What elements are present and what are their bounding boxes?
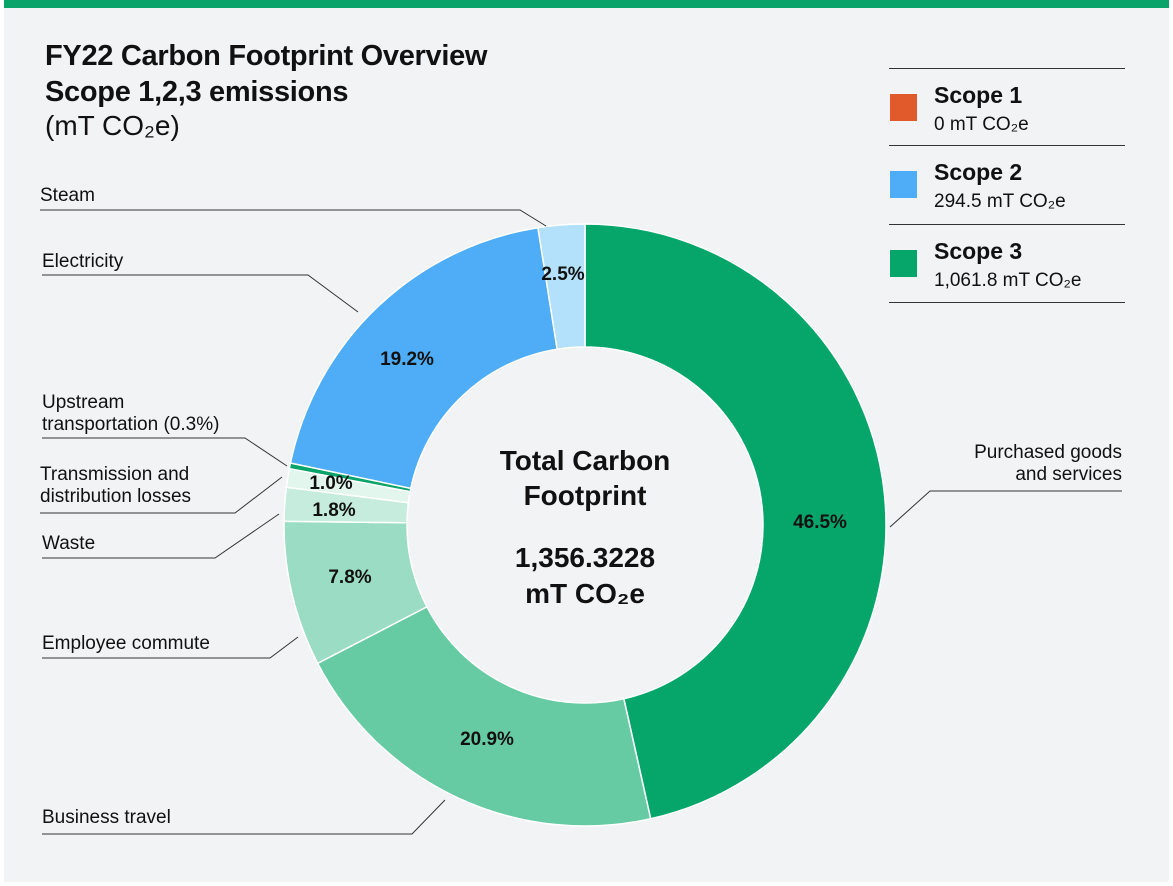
callout-leader-line [40, 209, 547, 227]
center-title-line-1: Total Carbon [500, 445, 671, 476]
callout-label: Waste [42, 533, 95, 554]
donut-slice [289, 226, 559, 490]
legend-value: 1,061.8 mT CO₂e [934, 270, 1082, 291]
slice-value-label: 7.8% [328, 567, 371, 588]
callout-label: Electricity [42, 251, 124, 272]
legend-item-scope-1: Scope 1 0 mT CO₂e [889, 68, 1125, 141]
legend-name: Scope 2 [934, 159, 1023, 185]
legend-divider [889, 302, 1125, 303]
callout-label: and services [1015, 464, 1122, 485]
legend-value: 0 mT CO₂e [934, 114, 1029, 135]
callout-leader-line [889, 490, 1122, 528]
legend-item-scope-2: Scope 2 294.5 mT CO₂e [889, 145, 1125, 218]
legend-name: Scope 3 [934, 238, 1023, 264]
title-line-1: FY22 Carbon Footprint Overview [45, 40, 488, 72]
legend-value: 294.5 mT CO₂e [934, 191, 1066, 212]
callout-leader-line [42, 274, 359, 313]
legend-item-scope-3: Scope 3 1,061.8 mT CO₂e [889, 224, 1125, 297]
slice-value-label: 19.2% [380, 349, 434, 370]
callout-leader-line [42, 437, 288, 467]
center-total-unit: mT CO₂e [525, 578, 645, 609]
callout-label: Business travel [42, 807, 171, 828]
callout-leader-line [42, 799, 446, 835]
title-line-2: Scope 1,2,3 emissions [45, 76, 349, 108]
slice-value-label: 46.5% [793, 512, 847, 533]
callout-label: Transmission and [40, 464, 189, 485]
callout-leader-line [40, 476, 283, 514]
center-title-line-2: Footprint [524, 480, 647, 511]
callout-label: Upstream [42, 392, 124, 413]
donut-slice [537, 223, 586, 351]
unit-label: (mT CO₂e) [45, 110, 180, 141]
slice-value-label: 1.8% [312, 500, 355, 521]
callout-label: distribution losses [40, 486, 191, 507]
legend-swatch [890, 94, 917, 121]
callout-label: transportation (0.3%) [42, 414, 219, 435]
callout-label: Purchased goods [974, 442, 1122, 463]
callout-leader-line [42, 513, 280, 559]
slice-value-label: 20.9% [460, 729, 514, 750]
callout-label: Employee commute [42, 633, 210, 654]
legend-swatch [890, 250, 917, 277]
donut-slice [584, 223, 887, 820]
slice-value-label: 2.5% [541, 264, 584, 285]
callout-leader-line [42, 636, 299, 659]
legend-swatch [890, 171, 917, 198]
donut-slice [316, 605, 652, 827]
callout-label: Steam [40, 185, 95, 206]
center-total-value: 1,356.3228 [515, 542, 655, 573]
slice-value-label: 1.0% [309, 473, 352, 494]
legend-name: Scope 1 [934, 82, 1023, 108]
chart-title: FY22 Carbon Footprint Overview Scope 1,2… [45, 38, 487, 110]
